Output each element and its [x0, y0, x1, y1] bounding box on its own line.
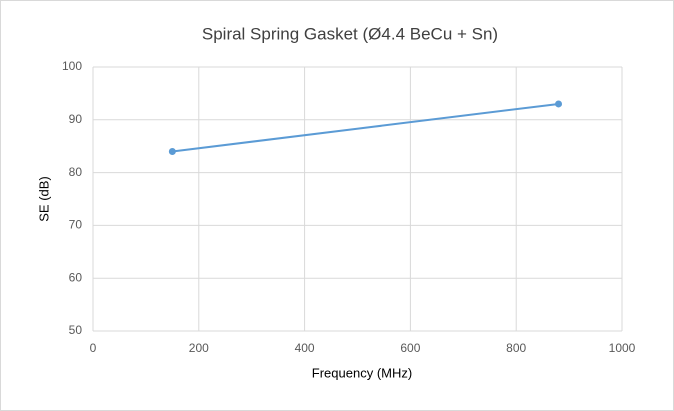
point: [555, 100, 563, 108]
x-tick-label: 400: [295, 341, 315, 355]
x-tick-label: 0: [90, 341, 97, 355]
x-tick-label: 800: [506, 341, 526, 355]
y-tick-label: 70: [69, 218, 83, 232]
point: [168, 147, 176, 155]
x-tick-label: 1000: [609, 341, 636, 355]
line: [172, 102, 559, 153]
y-tick-label: 90: [69, 112, 83, 126]
chart-title: Spiral Spring Gasket (Ø4.4 BeCu + Sn): [202, 24, 498, 43]
y-axis-label: SE (dB): [36, 176, 51, 222]
x-tick-label: 600: [400, 341, 420, 355]
y-tick-label: 100: [62, 59, 82, 73]
x-tick-label: 200: [189, 341, 209, 355]
y-tick-label: 80: [69, 165, 83, 179]
y-tick-label: 50: [69, 323, 83, 337]
x-axis-label: Frequency (MHz): [312, 365, 412, 380]
y-tick-label: 60: [69, 270, 83, 284]
